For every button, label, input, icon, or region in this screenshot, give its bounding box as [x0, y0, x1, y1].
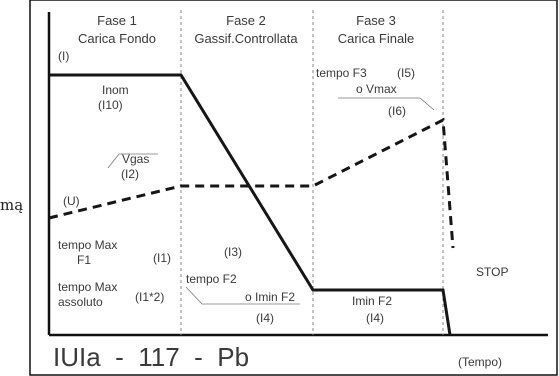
- phase-1-subtitle: Carica Fondo: [78, 31, 156, 46]
- i1x2-label: (I1*2): [135, 290, 164, 304]
- i1-label: (I1): [153, 251, 171, 265]
- phase-2-subtitle: Gassif.Controllata: [194, 31, 298, 46]
- imin-f2-label: Imin F2: [352, 294, 392, 308]
- side-text: mą: [0, 196, 24, 214]
- o-vmax-label: o Vmax: [356, 82, 397, 96]
- o-imin-f2-label: o Imin F2: [245, 290, 295, 304]
- u-label: (U): [63, 194, 80, 208]
- assoluto-label: assoluto: [58, 295, 103, 309]
- i10-label: (I10): [98, 98, 123, 112]
- tempo-max-2-label: tempo Max: [58, 280, 117, 294]
- i3-label: (I3): [224, 245, 242, 259]
- tempo-f3-label: tempo F3: [316, 66, 367, 80]
- time-axis-label: (Tempo): [458, 355, 502, 369]
- phase-3-subtitle: Carica Finale: [338, 31, 415, 46]
- i4-label-a: (I4): [256, 311, 274, 325]
- i5-label: (I5): [397, 66, 415, 80]
- tempo-max-label: tempo Max: [58, 238, 117, 252]
- diagram-border: [29, 0, 558, 376]
- current-curve: [49, 73, 452, 336]
- i2-label: (I2): [121, 167, 139, 181]
- voltage-curve: [48, 117, 455, 249]
- tempo-f2-leader: [185, 286, 300, 305]
- inom-label: Inom: [102, 83, 129, 97]
- f1-label: F1: [77, 253, 91, 267]
- i4-label-b: (I4): [366, 311, 384, 325]
- tempo-f2-label: tempo F2: [186, 272, 237, 286]
- vgas-label: Vgas: [122, 152, 149, 166]
- phase-2-title: Fase 2: [226, 13, 266, 28]
- i6-label: (I6): [388, 104, 406, 118]
- phase-1-code: (I): [58, 49, 69, 63]
- stop-label: STOP: [476, 265, 508, 279]
- vgas-leader: [107, 153, 158, 169]
- phase-3-title: Fase 3: [356, 13, 396, 28]
- tempo-f3-leader: [338, 97, 435, 111]
- program-code: IUIa - 117 - Pb: [53, 342, 249, 372]
- phase-1-title: Fase 1: [97, 13, 137, 28]
